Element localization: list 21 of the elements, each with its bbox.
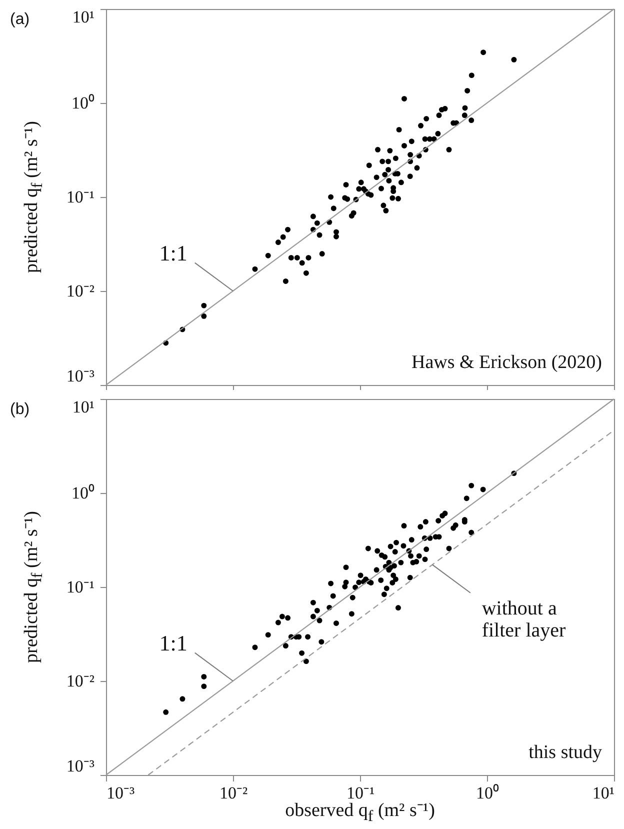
annotation: this study <box>528 742 602 763</box>
y-tick-label: 10⁰ <box>72 94 94 112</box>
y-tick-label: 10⁻¹ <box>66 578 94 596</box>
y-tick-label: 10⁻³ <box>66 756 94 776</box>
text: without a filter layer <box>482 598 566 642</box>
annotation: Haws & Erickson (2020) <box>412 352 602 373</box>
x-tick-label: 10⁰ <box>476 784 499 802</box>
y-tick-label: 10¹ <box>72 8 94 26</box>
y-tick-label: 10⁰ <box>72 484 94 502</box>
y-tick-label: 10¹ <box>72 398 94 416</box>
x-tick-label: 10¹ <box>592 784 614 802</box>
chart-title: (b) <box>10 401 30 418</box>
x-tick-label: 10⁻³ <box>106 784 135 802</box>
chart-title: (a) <box>10 11 30 28</box>
text: 1:1 <box>159 240 188 266</box>
text: 1:1 <box>159 630 188 656</box>
y-tick-label: 10⁻³ <box>66 366 94 386</box>
x-tick-label: 10⁻² <box>219 784 248 802</box>
y-tick-label: 10⁻² <box>66 282 94 300</box>
y-tick-label: 10⁻¹ <box>66 188 94 206</box>
y-tick-label: 10⁻² <box>66 672 94 690</box>
